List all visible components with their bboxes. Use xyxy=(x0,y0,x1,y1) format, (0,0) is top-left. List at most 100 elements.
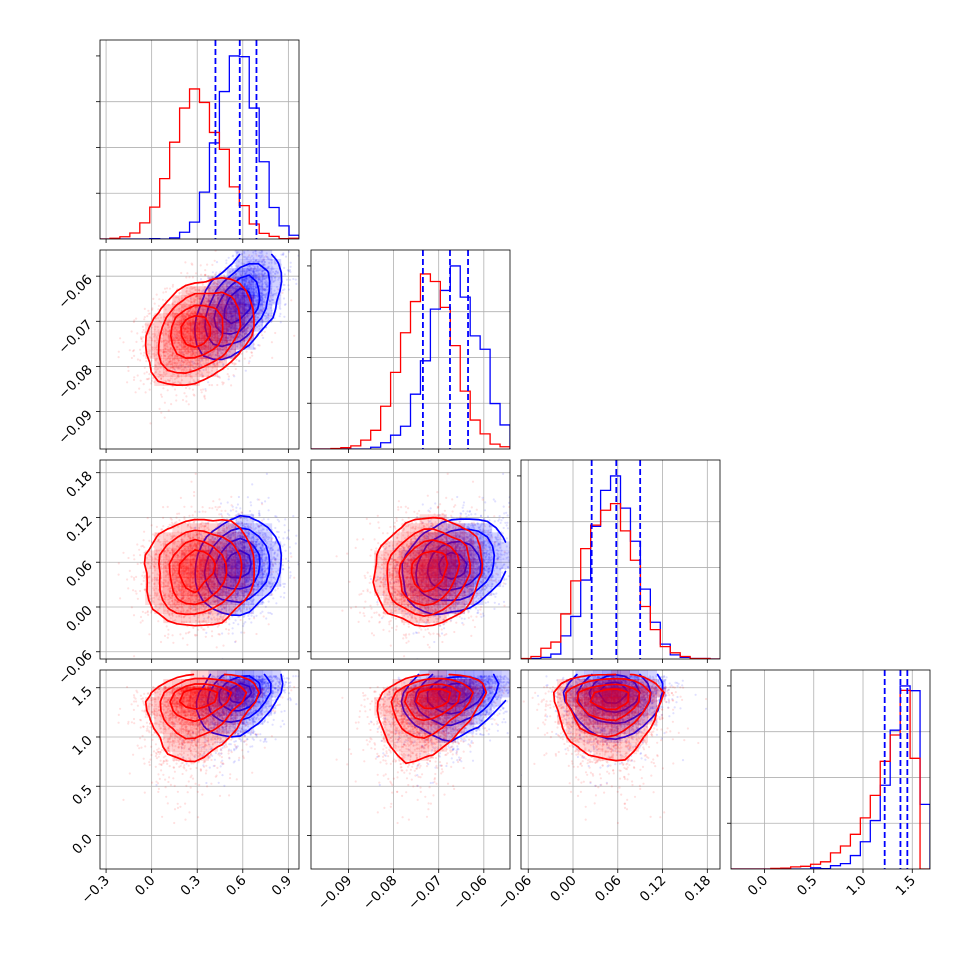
scatter-point xyxy=(255,318,258,321)
scatter-point xyxy=(225,262,228,265)
scatter-point xyxy=(283,303,286,306)
scatter-point xyxy=(151,307,154,310)
scatter-point xyxy=(225,259,228,262)
scatter-point xyxy=(260,308,263,312)
scatter-point xyxy=(240,322,243,325)
scatter-point xyxy=(260,250,263,252)
scatter-point xyxy=(253,291,256,294)
scatter-point xyxy=(245,278,248,281)
scatter-point xyxy=(256,265,259,268)
scatter-point xyxy=(198,298,201,301)
scatter-point xyxy=(219,307,223,310)
scatter-point xyxy=(143,351,146,354)
scatter-point xyxy=(241,282,244,285)
scatter-point xyxy=(290,299,293,302)
scatter-point xyxy=(213,304,216,308)
scatter-point xyxy=(219,309,222,312)
scatter-point xyxy=(244,331,247,334)
scatter-point xyxy=(150,359,153,362)
scatter-point xyxy=(221,341,224,344)
scatter-point xyxy=(157,304,160,307)
scatter-point xyxy=(261,334,264,337)
scatter-point xyxy=(117,356,120,359)
scatter-point xyxy=(270,268,273,271)
scatter-point xyxy=(215,338,218,341)
scatter-point xyxy=(210,319,213,323)
scatter-point xyxy=(239,336,242,340)
scatter-point xyxy=(247,323,250,327)
scatter-point xyxy=(263,272,267,275)
scatter-point xyxy=(213,336,216,339)
scatter-point xyxy=(262,293,266,296)
scatter-point xyxy=(145,378,148,381)
scatter-point xyxy=(227,375,230,378)
scatter-point xyxy=(239,270,242,274)
scatter-point xyxy=(161,298,164,301)
scatter-point xyxy=(212,303,215,306)
scatter-point xyxy=(219,304,222,307)
scatter-point xyxy=(272,267,275,271)
scatter-point xyxy=(235,358,238,361)
scatter-point xyxy=(162,291,165,294)
scatter-point xyxy=(275,270,278,273)
scatter-point xyxy=(255,268,258,271)
scatter-point xyxy=(185,276,188,279)
scatter-point xyxy=(225,328,228,331)
scatter-point xyxy=(200,391,203,394)
scatter-point xyxy=(210,322,213,325)
scatter-point xyxy=(141,331,144,334)
scatter-point xyxy=(211,317,214,320)
scatter-point xyxy=(160,411,163,414)
scatter-point xyxy=(239,333,242,336)
scatter-point xyxy=(260,295,263,299)
scatter-point xyxy=(215,329,218,332)
scatter-point xyxy=(270,287,273,290)
scatter-point xyxy=(193,394,196,397)
scatter-point xyxy=(229,326,232,329)
scatter-point xyxy=(218,306,221,310)
scatter-point xyxy=(232,274,235,277)
scatter-point xyxy=(252,270,255,273)
scatter-point xyxy=(142,383,145,386)
scatter-point xyxy=(185,395,188,398)
scatter-point xyxy=(249,268,252,271)
scatter-point xyxy=(149,382,152,385)
scatter-point xyxy=(272,280,276,283)
scatter-point xyxy=(252,268,255,271)
scatter-point xyxy=(142,328,145,332)
scatter-point xyxy=(239,273,242,276)
scatter-point xyxy=(163,287,167,290)
scatter-point xyxy=(145,371,148,374)
scatter-point xyxy=(162,387,165,390)
scatter-point xyxy=(254,259,257,263)
scatter-point xyxy=(181,351,184,354)
scatter-point xyxy=(199,388,203,391)
scatter-point xyxy=(208,318,211,322)
scatter-point xyxy=(250,351,253,354)
scatter-point xyxy=(209,353,212,356)
scatter-point xyxy=(262,287,265,290)
scatter-point xyxy=(266,256,269,259)
scatter-point xyxy=(254,274,257,277)
scatter-point xyxy=(220,307,223,310)
scatter-point xyxy=(271,293,274,296)
scatter-point xyxy=(246,326,250,329)
scatter-point xyxy=(207,275,210,278)
scatter-point xyxy=(233,326,236,329)
scatter-point xyxy=(126,381,129,384)
scatter-point xyxy=(252,280,255,284)
scatter-point xyxy=(233,326,236,329)
scatter-point xyxy=(191,276,194,279)
scatter-point xyxy=(258,313,261,316)
scatter-point xyxy=(266,266,269,269)
scatter-point xyxy=(243,279,246,282)
scatter-point xyxy=(258,273,261,276)
scatter-point xyxy=(207,381,210,384)
scatter-point xyxy=(189,297,192,300)
scatter-point xyxy=(204,389,207,392)
scatter-point xyxy=(119,337,122,340)
scatter-point xyxy=(216,332,219,335)
scatter-point xyxy=(243,272,247,275)
scatter-point xyxy=(262,263,266,266)
scatter-point xyxy=(222,307,225,310)
